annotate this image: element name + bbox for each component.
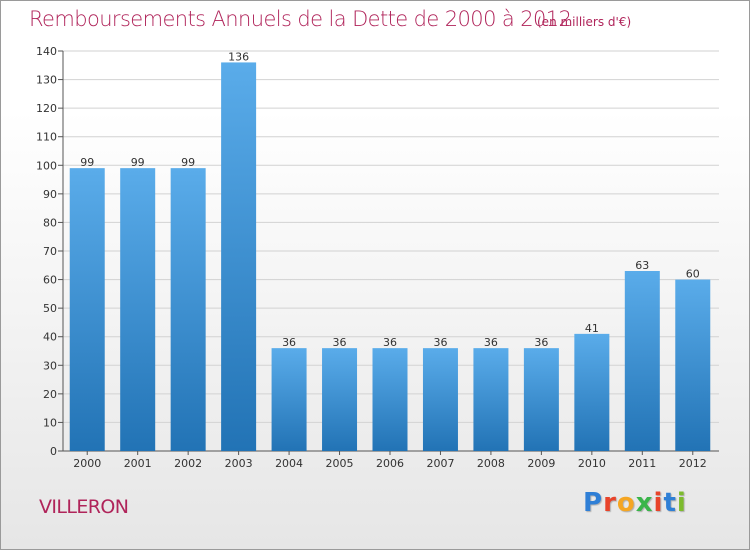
labels: 0 10 20 30 40 50 60 70 80 90 100 110 120 130 140 99 2000… <box>36 45 707 470</box>
bar <box>624 271 660 451</box>
bar <box>473 348 509 451</box>
y-tick-label: 120 <box>36 102 57 115</box>
bar <box>221 62 257 452</box>
data-label: 36 <box>484 336 498 349</box>
logo-letter: P <box>583 488 604 518</box>
y-tick-label: 80 <box>43 216 57 229</box>
data-label: 63 <box>635 259 649 272</box>
bar <box>170 168 206 451</box>
data-label: 136 <box>228 50 249 63</box>
bar <box>271 348 307 451</box>
logo-letter: t <box>663 488 677 518</box>
x-tick-label: 2008 <box>477 457 505 470</box>
x-tick-label: 2004 <box>275 457 303 470</box>
x-tick-label: 2001 <box>124 457 152 470</box>
bar <box>372 348 408 451</box>
logo-letter: i <box>676 488 687 518</box>
data-label: 99 <box>181 156 195 169</box>
logo-letter: i <box>653 488 664 518</box>
bar <box>574 333 610 451</box>
proxiti-logo: Proxiti <box>583 488 687 518</box>
logo-letter: x <box>635 488 654 518</box>
bar <box>675 279 711 451</box>
y-tick-label: 40 <box>43 331 57 344</box>
y-tick-label: 90 <box>43 188 57 201</box>
y-tick-label: 50 <box>43 302 57 315</box>
bar <box>69 168 105 451</box>
x-tick-label: 2010 <box>578 457 606 470</box>
bar <box>322 348 358 451</box>
logo-letter: o <box>616 488 636 518</box>
commune-name: VILLERON <box>39 496 129 518</box>
bar <box>120 168 156 451</box>
data-label: 36 <box>333 336 347 349</box>
y-tick-label: 100 <box>36 159 57 172</box>
x-tick-label: 2009 <box>527 457 555 470</box>
y-tick-label: 130 <box>36 74 57 87</box>
x-tick-label: 2003 <box>225 457 253 470</box>
data-label: 36 <box>433 336 447 349</box>
x-tick-label: 2002 <box>174 457 202 470</box>
y-tick-label: 110 <box>36 131 57 144</box>
chart-title: Remboursements Annuels de la Dette de 20… <box>29 7 572 31</box>
bars <box>69 62 711 452</box>
data-label: 41 <box>585 322 599 335</box>
bar <box>422 348 458 451</box>
y-tick-label: 30 <box>43 359 57 372</box>
y-tick-label: 60 <box>43 274 57 287</box>
data-label: 36 <box>282 336 296 349</box>
chart-subtitle: (en milliers d'€) <box>537 15 632 29</box>
bar <box>523 348 559 451</box>
data-label: 99 <box>131 156 145 169</box>
y-tick-label: 140 <box>36 45 57 58</box>
x-tick-label: 2012 <box>679 457 707 470</box>
x-tick-label: 2000 <box>73 457 101 470</box>
data-label: 60 <box>686 268 700 281</box>
y-tick-label: 20 <box>43 388 57 401</box>
x-tick-label: 2006 <box>376 457 404 470</box>
x-tick-label: 2005 <box>326 457 354 470</box>
y-tick-label: 10 <box>43 416 57 429</box>
data-label: 99 <box>80 156 94 169</box>
x-tick-label: 2007 <box>426 457 454 470</box>
y-tick-label: 70 <box>43 245 57 258</box>
data-label: 36 <box>534 336 548 349</box>
y-tick-label: 0 <box>50 445 57 458</box>
data-label: 36 <box>383 336 397 349</box>
x-tick-label: 2011 <box>628 457 656 470</box>
logo-letter: r <box>603 488 617 518</box>
